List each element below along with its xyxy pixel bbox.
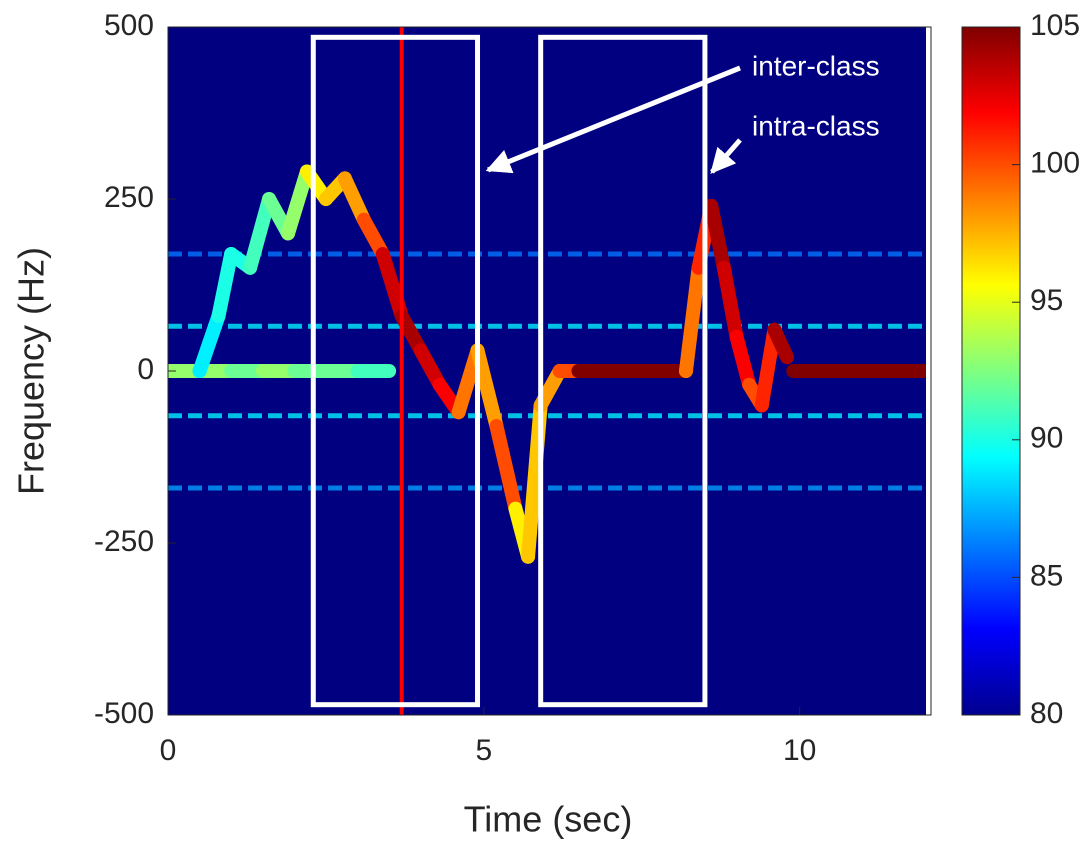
y-tick-label: -500 bbox=[94, 697, 154, 730]
trace-segment bbox=[704, 198, 731, 275]
x-tick-label: 10 bbox=[783, 734, 816, 767]
annotation: inter-class bbox=[752, 50, 880, 81]
trace-segment bbox=[729, 329, 757, 392]
y-tick-label: 0 bbox=[137, 353, 154, 386]
trace-segment bbox=[678, 260, 706, 378]
arrow bbox=[485, 65, 741, 174]
trace-segment bbox=[375, 247, 409, 323]
y-tick-label: 500 bbox=[104, 9, 154, 42]
trace-segment bbox=[470, 343, 504, 434]
arrow bbox=[710, 138, 742, 174]
x-axis-label: Time (sec) bbox=[464, 799, 633, 840]
trace-segment bbox=[337, 171, 371, 227]
colorbar bbox=[961, 26, 1021, 716]
trace-segment bbox=[754, 322, 782, 413]
plot-area bbox=[168, 27, 926, 715]
colorbar-tick-label: 80 bbox=[1030, 697, 1063, 730]
colorbar-tick-label: 85 bbox=[1030, 559, 1063, 592]
colorbar-tick-label: 90 bbox=[1030, 422, 1063, 455]
highlight-box bbox=[310, 34, 481, 708]
x-tick-label: 0 bbox=[160, 734, 177, 767]
y-tick-label: 250 bbox=[104, 181, 154, 214]
colorbar-tick-label: 95 bbox=[1030, 284, 1063, 317]
trace-segment bbox=[489, 419, 523, 516]
trace-segment bbox=[243, 192, 277, 275]
trace-segment bbox=[192, 308, 226, 378]
y-axis-label: Frequency (Hz) bbox=[11, 247, 52, 495]
trace-segment bbox=[716, 260, 744, 344]
trace-segment bbox=[767, 322, 795, 365]
y-tick-label: -250 bbox=[94, 525, 154, 558]
highlight-box bbox=[538, 34, 708, 708]
trace-segment bbox=[281, 164, 314, 241]
x-tick-label: 5 bbox=[475, 734, 492, 767]
colorbar-tick-label: 105 bbox=[1030, 9, 1080, 42]
colorbar-tick-label: 100 bbox=[1030, 147, 1080, 180]
trace-segment bbox=[211, 247, 239, 323]
annotation: intra-class bbox=[752, 110, 880, 141]
